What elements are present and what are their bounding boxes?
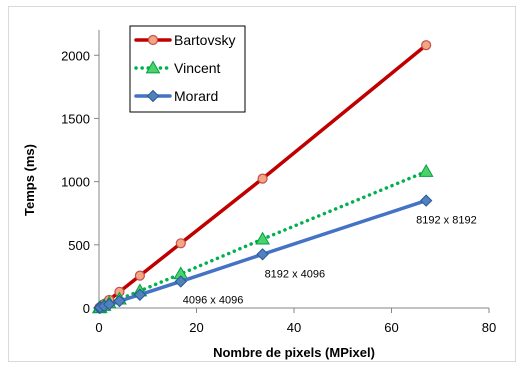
data-point-morard xyxy=(113,294,126,308)
annotation-label: 8192 x 4096 xyxy=(265,268,326,280)
series-line-vincent xyxy=(97,169,428,310)
data-point-vincent xyxy=(255,231,270,245)
series-layer xyxy=(91,40,434,315)
data-point-morard xyxy=(419,194,433,207)
x-axis-title: Nombre de pixels (MPixel) xyxy=(213,345,375,360)
legend-label: Vincent xyxy=(174,60,221,76)
data-point-morard xyxy=(103,298,116,311)
data-point-bartovsky xyxy=(175,238,186,249)
x-tick-label: 60 xyxy=(384,320,398,335)
y-tick-label: 1000 xyxy=(61,175,90,190)
x-tick-label: 0 xyxy=(95,320,102,335)
y-tick-label: 500 xyxy=(68,238,90,253)
data-point-vincent xyxy=(418,164,434,177)
data-point-bartovsky xyxy=(257,173,268,184)
annotation-label: 8192 x 8192 xyxy=(416,215,477,227)
data-point-bartovsky xyxy=(421,40,432,51)
annotation-label: 4096 x 4096 xyxy=(183,294,244,306)
y-axis-title: Temps (ms) xyxy=(22,144,37,216)
data-point-morard xyxy=(256,248,269,261)
x-tick-label: 40 xyxy=(287,320,301,335)
legend-label: Morard xyxy=(174,88,218,104)
data-point-bartovsky xyxy=(134,270,145,281)
legend-label: Bartovsky xyxy=(174,32,235,48)
y-tick-label: 2000 xyxy=(61,48,90,63)
y-tick-label: 0 xyxy=(83,301,90,316)
axes: 0 500 1000 1500 2000 0 20 40 60 80 xyxy=(61,30,496,335)
x-tick-label: 20 xyxy=(189,320,203,335)
x-tick-label: 80 xyxy=(482,320,496,335)
legend-marker-bartovsky xyxy=(147,34,159,46)
chart-border xyxy=(8,6,516,362)
legend: Bartovsky Vincent Morard xyxy=(129,25,246,113)
series-morard xyxy=(93,194,433,315)
y-tick-label: 1500 xyxy=(61,111,90,126)
annotations: 4096 x 4096 8192 x 4096 8192 x 8192 xyxy=(183,215,477,307)
data-point-morard xyxy=(133,288,147,301)
legend-marker-morard xyxy=(146,89,160,103)
legend-marker-vincent xyxy=(145,60,161,74)
data-point-morard xyxy=(174,275,187,288)
